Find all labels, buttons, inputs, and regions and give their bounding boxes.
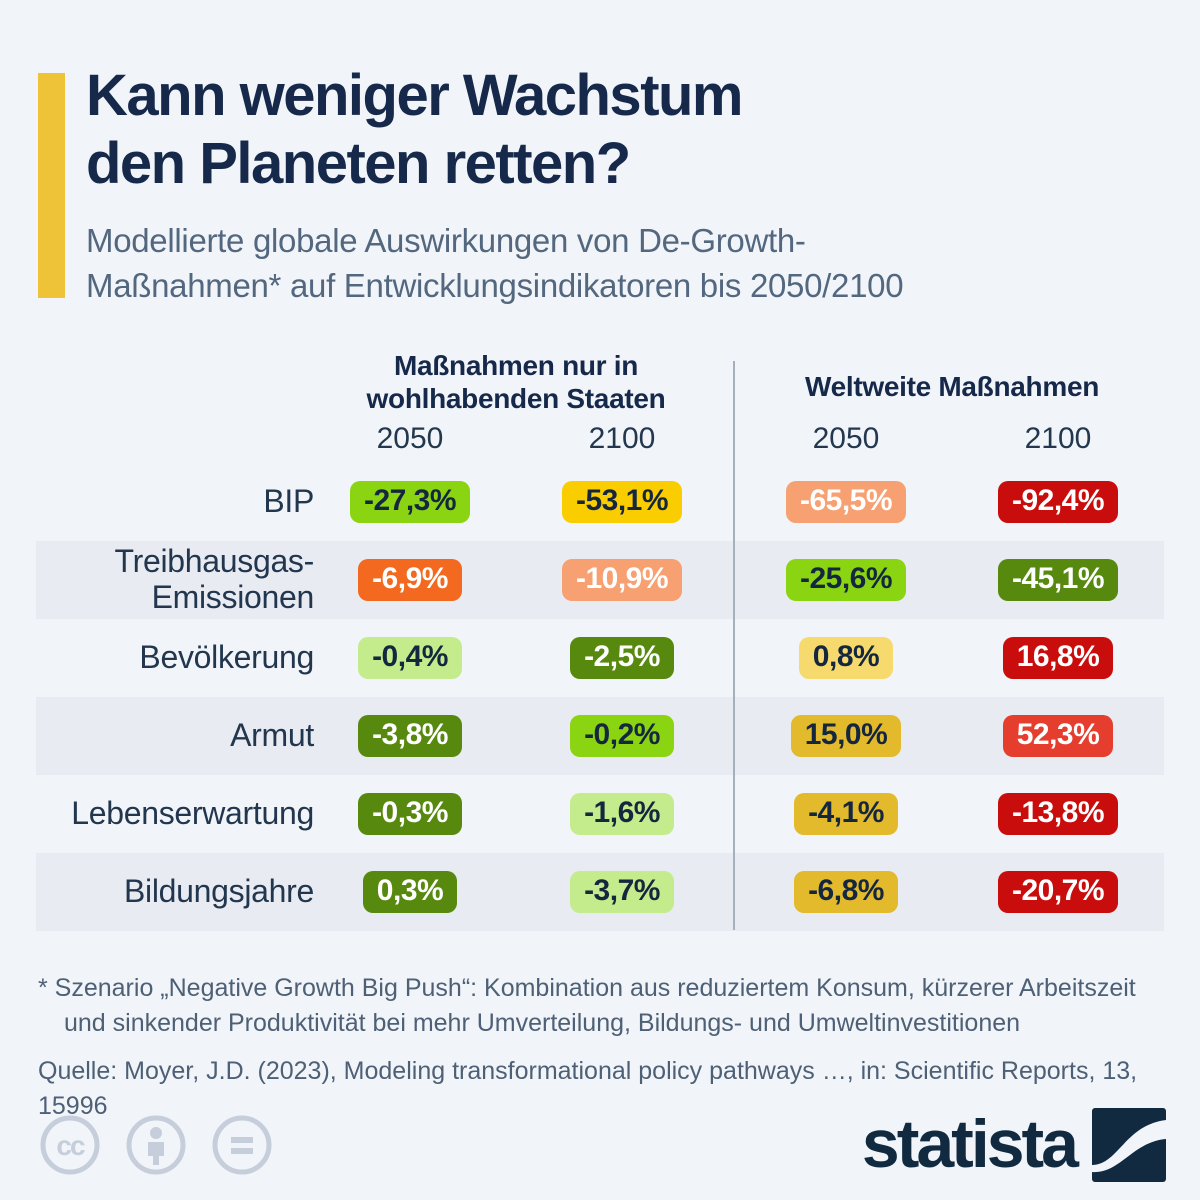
value-badge: -13,8%	[997, 792, 1119, 835]
year-header: 2100	[1024, 421, 1092, 455]
table-body: BIP -27,3% -53,1% -65,5% -92,4% Treibhausgas-…	[36, 463, 1164, 931]
table-cell: 52,3%	[978, 714, 1138, 757]
title-line-2: den Planeten retten?	[86, 130, 631, 196]
value-badge: 15,0%	[790, 714, 902, 757]
year-header-row: 2050 2100 2050 2100	[36, 415, 1164, 463]
table-row: Bevölkerung -0,4% -2,5% 0,8% 16,8%	[36, 619, 1164, 697]
cc-icon: cc	[40, 1115, 100, 1175]
statista-brand: statista	[862, 1108, 1166, 1182]
table-cell: -45,1%	[978, 558, 1138, 601]
value-badge: -0,4%	[358, 636, 462, 679]
no-derivatives-icon	[212, 1115, 272, 1175]
value-badge: -3,8%	[358, 714, 462, 757]
title-line-1: Kann weniger Wachstum	[86, 63, 744, 128]
value-badge: -0,3%	[358, 792, 462, 835]
value-badge: -27,3%	[349, 480, 471, 523]
table-row: Lebenserwartung -0,3% -1,6% -4,1% -13,8%	[36, 775, 1164, 853]
table-cell: -0,4%	[330, 636, 490, 679]
footnotes: * Szenario „Negative Growth Big Push“: K…	[38, 971, 1160, 1125]
table-cell: -2,5%	[542, 636, 702, 679]
subtitle: Modellierte globale Auswirkungen von De-…	[86, 218, 1160, 309]
footnote-line-2: und sinkender Produktivität bei mehr Umv…	[64, 1009, 1021, 1038]
column-group-header-wealthy: Maßnahmen nur in wohlhabenden Staaten	[366, 349, 666, 414]
value-badge: -2,5%	[570, 636, 674, 679]
value-badge: -25,6%	[785, 558, 907, 601]
year-header: 2100	[588, 421, 656, 455]
value-badge: -6,9%	[358, 558, 462, 601]
table-row: BIP -27,3% -53,1% -65,5% -92,4%	[36, 463, 1164, 541]
statista-wordmark: statista	[861, 1106, 1079, 1182]
year-header: 2050	[812, 421, 880, 455]
table-row: Armut -3,8% -0,2% 15,0% 52,3%	[36, 696, 1164, 775]
value-badge: -3,7%	[570, 870, 674, 913]
subtitle-line-2: Maßnahmen* auf Entwicklungsindikatoren b…	[86, 267, 904, 305]
table-cell: -20,7%	[978, 870, 1138, 913]
value-badge: -6,8%	[794, 870, 898, 913]
table-cell: 0,3%	[330, 870, 490, 913]
value-badge: -0,2%	[570, 714, 674, 757]
table-cell: -13,8%	[978, 792, 1138, 835]
value-badge: 52,3%	[1002, 714, 1114, 757]
year-header: 2050	[376, 421, 444, 455]
table-cell: 16,8%	[978, 636, 1138, 679]
value-badge: -53,1%	[561, 480, 683, 523]
table-cell: -3,8%	[330, 714, 490, 757]
row-label: Lebenserwartung	[71, 794, 314, 831]
table-cell: -53,1%	[542, 480, 702, 523]
table-cell: -1,6%	[542, 792, 702, 835]
value-badge: -10,9%	[561, 558, 683, 601]
column-group-divider	[733, 360, 735, 930]
table-cell: -6,9%	[330, 558, 490, 601]
table-cell: 0,8%	[766, 636, 926, 679]
value-badge: 0,3%	[362, 870, 458, 913]
table-cell: -25,6%	[766, 558, 926, 601]
table-cell: -4,1%	[766, 792, 926, 835]
value-badge: 16,8%	[1002, 636, 1114, 679]
table-cell: -0,2%	[542, 714, 702, 757]
column-group-header-worldwide: Weltweite Maßnahmen	[804, 370, 1100, 402]
value-badge: -4,1%	[794, 792, 898, 835]
row-label: Treibhausgas- Emissionen	[114, 542, 315, 615]
value-badge: -92,4%	[997, 480, 1119, 523]
row-label: Bildungsjahre	[123, 872, 314, 909]
footnote-line-1: * Szenario „Negative Growth Big Push“: K…	[38, 973, 1136, 1002]
value-badge: -20,7%	[997, 870, 1119, 913]
value-badge: -1,6%	[570, 792, 674, 835]
value-badge: 0,8%	[798, 636, 894, 679]
table-cell: -3,7%	[542, 870, 702, 913]
license-icons: cc	[38, 1113, 274, 1177]
source-line: Quelle: Moyer, J.D. (2023), Modeling tra…	[38, 1056, 1138, 1121]
svg-text:cc: cc	[56, 1130, 85, 1161]
table-cell: -0,3%	[330, 792, 490, 835]
degrowth-table: Maßnahmen nur in wohlhabenden Staaten Wel…	[36, 341, 1164, 931]
header: Kann weniger Wachstum den Planeten retten…	[0, 0, 1200, 309]
row-label: Armut	[230, 716, 314, 753]
table-cell: -92,4%	[978, 480, 1138, 523]
title-accent-bar	[38, 73, 65, 298]
table-row: Bildungsjahre 0,3% -3,7% -6,8% -20,7%	[36, 852, 1164, 931]
subtitle-line-1: Modellierte globale Auswirkungen von De-…	[86, 221, 806, 259]
row-label: BIP	[263, 482, 314, 519]
page-title: Kann weniger Wachstum den Planeten retten…	[86, 62, 1160, 198]
footer: cc statista	[38, 1108, 1166, 1182]
table-cell: 15,0%	[766, 714, 926, 757]
table-cell: -65,5%	[766, 480, 926, 523]
column-group-header-row: Maßnahmen nur in wohlhabenden Staaten Wel…	[36, 341, 1164, 415]
table-cell: -27,3%	[330, 480, 490, 523]
statista-logo-icon	[1092, 1108, 1166, 1182]
table-cell: -10,9%	[542, 558, 702, 601]
attribution-icon	[126, 1115, 186, 1175]
table-row: Treibhausgas- Emissionen -6,9% -10,9% -25,6%…	[36, 540, 1164, 619]
value-badge: -45,1%	[997, 558, 1119, 601]
table-cell: -6,8%	[766, 870, 926, 913]
value-badge: -65,5%	[785, 480, 907, 523]
row-label: Bevölkerung	[139, 638, 314, 675]
